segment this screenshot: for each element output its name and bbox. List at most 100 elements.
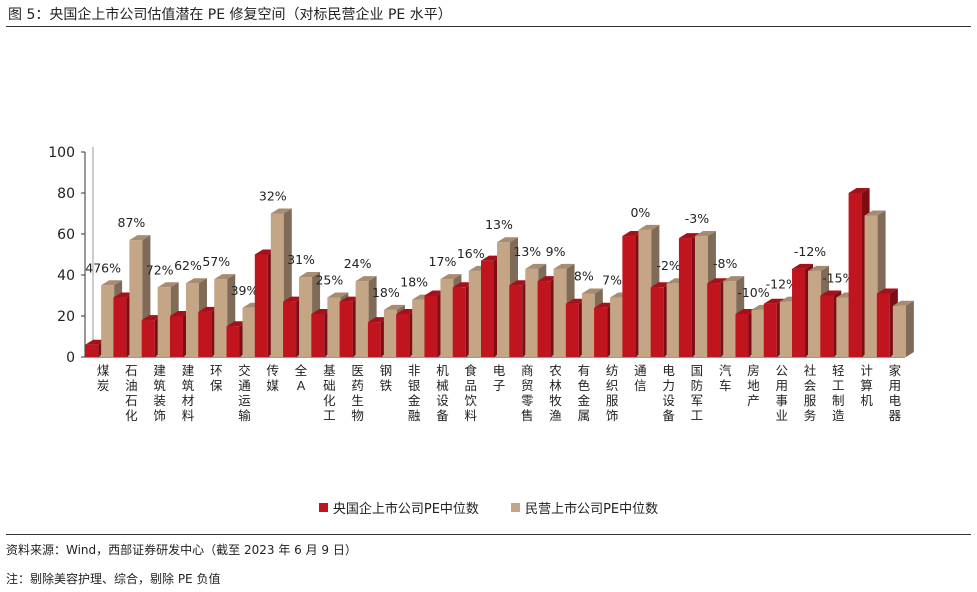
bar-soe-top [339, 296, 361, 302]
bar-private-top [440, 274, 462, 280]
bar-private [270, 213, 284, 357]
bar-soe [707, 283, 721, 357]
data-label: -12% [766, 277, 798, 292]
data-label: 24% [344, 256, 372, 271]
x-tick-label: 农林牧渔 [549, 363, 562, 423]
bar-private [723, 281, 737, 357]
data-label: 9% [546, 244, 566, 259]
bar-private-top [383, 304, 405, 310]
bar-soe-top [226, 321, 248, 327]
y-tick-label: 20 [57, 309, 75, 325]
bar-soe-top [481, 255, 502, 261]
bar-soe-top [198, 306, 220, 312]
x-tick-label: 建筑装饰 [153, 363, 166, 423]
x-tick-label: 机械设备 [436, 363, 449, 423]
bar-soe [169, 316, 183, 357]
bar-private-top [581, 288, 603, 294]
bar-soe [396, 313, 410, 357]
bar-private-top [638, 224, 660, 230]
x-tick-label: 房地产 [747, 363, 760, 408]
data-label: 13% [513, 244, 541, 259]
bar-soe-top [622, 231, 644, 237]
bar-private [638, 229, 652, 357]
bar-soe [113, 297, 127, 357]
bar-soe-top [763, 298, 785, 304]
x-tick-label: 国防军工 [691, 363, 704, 423]
y-tick-label: 0 [66, 350, 75, 366]
bar-soe [650, 287, 664, 357]
bar-soe [876, 293, 890, 357]
x-tick-label: 基础化工 [323, 363, 336, 423]
bar-soe-top [678, 233, 700, 239]
bar-soe [141, 320, 155, 357]
bar-soe [820, 295, 834, 357]
bar-private-top [101, 280, 123, 286]
footer-divider [6, 534, 971, 535]
source-note: 资料来源：Wind，西部证券研发中心（截至 2023 年 6 月 9 日） [6, 543, 357, 557]
bar-soe [367, 322, 381, 357]
data-label: 62% [174, 258, 202, 273]
bar-soe-top [169, 311, 191, 316]
bar-soe-top [509, 280, 531, 286]
data-label: -15% [822, 271, 854, 286]
bar-private-top [864, 210, 886, 216]
legend: 央国企上市公司PE中位数 民营上市公司PE中位数 [0, 498, 977, 517]
bar-soe-top [283, 296, 305, 302]
bar-soe-top [311, 308, 333, 314]
y-tick-label: 40 [57, 268, 75, 284]
bar-private-side [905, 300, 914, 357]
bar-private [525, 268, 539, 357]
bar-soe [565, 303, 579, 357]
x-tick-label: 通信 [634, 363, 647, 393]
data-label: 57% [202, 254, 230, 269]
data-label: 18% [400, 275, 428, 290]
x-tick-label: 电子 [493, 363, 506, 393]
x-tick-label: 环保 [210, 363, 223, 393]
bar-soe [678, 238, 692, 357]
x-tick-label: 钢铁 [380, 363, 393, 393]
x-tick-label: 社会服务 [804, 363, 817, 423]
bar-private [581, 293, 595, 357]
bar-private [808, 270, 822, 357]
data-label: 32% [259, 189, 287, 204]
bar-private [185, 283, 199, 357]
bar-private [242, 307, 256, 357]
bar-private [129, 240, 143, 357]
bar-private-top [327, 292, 349, 298]
bar-private [101, 285, 115, 357]
bar-private [779, 301, 793, 357]
legend-swatch-private [511, 503, 521, 512]
bar-private [157, 287, 171, 357]
bar-soe [763, 303, 777, 357]
bar-private [751, 309, 765, 357]
bar-private-top [129, 235, 151, 241]
bar-soe-top [537, 276, 559, 282]
x-tick-label: 电力设备 [662, 363, 675, 423]
bar-private [383, 309, 397, 357]
bar-private [892, 305, 906, 357]
bar-private-top [892, 300, 914, 306]
bar-soe-top [424, 290, 446, 296]
bar-soe [537, 281, 551, 357]
data-label: -10% [737, 285, 769, 300]
data-label: 87% [118, 215, 146, 230]
bar-soe-top [452, 282, 474, 288]
x-tick-label: 轻工制造 [832, 363, 845, 423]
bar-soe-top [820, 290, 842, 296]
y-tick-label: 80 [57, 186, 75, 202]
bar-soe [594, 307, 608, 357]
bar-private [610, 297, 624, 357]
data-label: -2% [656, 258, 680, 273]
bar-soe-top [367, 317, 389, 323]
bar-soe-top [594, 302, 616, 308]
x-tick-label: 传媒 [267, 363, 280, 393]
data-label: 18% [372, 285, 400, 300]
x-tick-label: 交通运输 [238, 363, 251, 423]
data-label: 8% [574, 268, 594, 283]
bar-private-top [497, 237, 518, 243]
x-tick-label: 非银金融 [408, 363, 421, 423]
data-label: 39% [231, 283, 259, 298]
legend-item-soe: 央国企上市公司PE中位数 [318, 498, 479, 517]
bar-soe-top [848, 188, 870, 193]
bar-soe [254, 254, 268, 357]
